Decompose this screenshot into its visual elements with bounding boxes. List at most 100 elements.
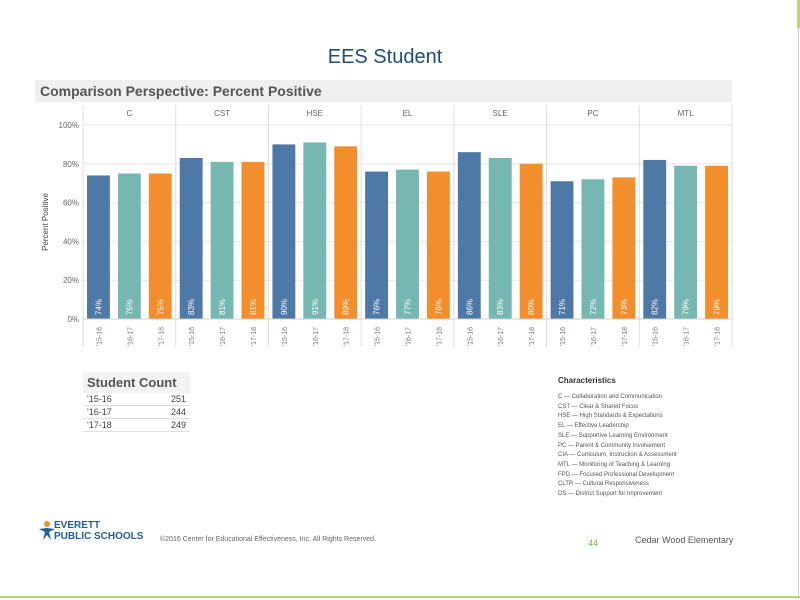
y-tick-label: 100% xyxy=(59,121,79,130)
bar xyxy=(87,175,110,319)
bar xyxy=(674,165,698,319)
bar-value-label: 73% xyxy=(620,299,629,315)
bar-value-label: 81% xyxy=(218,299,227,315)
bar xyxy=(179,157,203,319)
green-corner-accent xyxy=(797,0,800,28)
list-item: CLTR — Cultural Responsiveness xyxy=(558,481,649,488)
bar-value-label: 76% xyxy=(434,299,443,315)
x-tick-label: '15-16 xyxy=(282,327,289,346)
bar-value-label: 79% xyxy=(682,299,691,315)
x-tick-label: '15-16 xyxy=(189,327,196,346)
x-tick-label: '17-18 xyxy=(251,327,258,346)
bar xyxy=(519,163,543,319)
school-name: Cedar Wood Elementary xyxy=(635,535,734,545)
bar-value-label: 83% xyxy=(187,299,196,315)
x-tick-label: '15-16 xyxy=(653,327,660,346)
characteristics-legend: Characteristics C — Collaboration and Co… xyxy=(558,376,748,500)
bar-value-label: 79% xyxy=(713,299,722,315)
table-row: '17-18 249 xyxy=(83,419,190,432)
bar xyxy=(210,161,234,319)
list-item: PC — Parent & Community Involvement xyxy=(558,442,666,449)
bar-value-label: 81% xyxy=(249,299,258,315)
bar-value-label: 76% xyxy=(373,299,382,315)
bar-value-label: 86% xyxy=(465,299,474,315)
bar xyxy=(488,157,512,319)
x-tick-label: '16-17 xyxy=(406,327,413,346)
page-number: 44 xyxy=(588,538,599,548)
x-tick-label: '17-18 xyxy=(529,327,536,346)
table-row: '15-16 251 xyxy=(83,393,190,406)
x-tick-label: '17-18 xyxy=(715,327,722,346)
row-count: 249 xyxy=(170,420,186,430)
list-item: SLE — Supportive Learning Environment xyxy=(558,432,668,439)
y-tick-label: 40% xyxy=(63,237,79,246)
bar xyxy=(396,169,419,319)
copyright-text: ©2016 Center for Educational Effectivene… xyxy=(160,536,376,543)
row-count: 244 xyxy=(170,407,186,417)
x-tick-label: '16-17 xyxy=(220,327,227,346)
x-tick-label: '16-17 xyxy=(127,327,134,346)
list-item: CIA — Curriculum, Instruction & Assessme… xyxy=(558,452,677,459)
x-tick-label: '17-18 xyxy=(622,327,629,346)
bar-value-label: 89% xyxy=(342,299,351,315)
list-item: HSE — High Standards & Expectations xyxy=(558,413,663,420)
x-tick-label: '15-16 xyxy=(375,327,382,346)
chart-title: Comparison Perspective: Percent Positive xyxy=(40,83,322,99)
chart-panel-header: Comparison Perspective: Percent Positive xyxy=(35,80,732,102)
row-count: 251 xyxy=(170,394,186,404)
bar-value-label: 75% xyxy=(156,299,165,315)
bar-value-label: 91% xyxy=(311,299,320,315)
bar-value-label: 72% xyxy=(589,299,598,315)
bar xyxy=(581,179,605,319)
list-item: MTL — Monitoring of Teaching & Learning xyxy=(558,461,671,468)
logo-line-1: EVERETT xyxy=(54,520,101,531)
panel-label: SLE xyxy=(493,109,508,118)
x-tick-label: '15-16 xyxy=(560,327,567,346)
x-tick-label: '17-18 xyxy=(344,327,351,346)
bar-value-label: 90% xyxy=(280,299,289,315)
panel-label: CST xyxy=(214,109,230,118)
bar xyxy=(612,177,636,319)
bar-value-label: 80% xyxy=(527,299,536,315)
list-item: CST — Clear & Shared Focus xyxy=(558,403,639,410)
y-tick-label: 60% xyxy=(63,199,79,208)
bar-value-label: 71% xyxy=(558,299,567,315)
list-item: FPD — Focused Professional Development xyxy=(558,471,675,478)
bar xyxy=(550,181,574,319)
bar xyxy=(117,173,141,319)
list-item: EL — Effective Leadership xyxy=(558,423,629,430)
bar-chart: 0% 20% 40% 60% 80% 100% Percent Positive C 74% '1… xyxy=(41,105,733,347)
characteristics-title: Characteristics xyxy=(558,376,616,385)
x-tick-label: '16-17 xyxy=(684,327,691,346)
x-tick-label: '17-18 xyxy=(158,327,165,346)
panel-label: PC xyxy=(587,109,598,118)
y-tick-label: 0% xyxy=(67,315,79,324)
x-tick-label: '17-18 xyxy=(436,327,443,346)
page-title: EES Student xyxy=(327,46,443,68)
y-axis-label: Percent Positive xyxy=(41,193,50,251)
bar-value-label: 74% xyxy=(94,299,103,315)
list-item: C — Collaboration and Communication xyxy=(558,394,663,400)
x-tick-label: '16-17 xyxy=(591,327,598,346)
y-tick-label: 80% xyxy=(63,160,79,169)
student-count-rows: '15-16 251 '16-17 244 '17-18 249 xyxy=(83,393,190,432)
panel-label: MTL xyxy=(678,109,695,118)
bar xyxy=(365,171,389,319)
bar xyxy=(334,146,358,319)
person-logo-icon xyxy=(39,521,55,540)
panel-label: EL xyxy=(403,109,413,118)
y-tick-label: 20% xyxy=(63,276,79,285)
student-count-title: Student Count xyxy=(83,372,190,393)
logo-line-2: PUBLIC SCHOOLS xyxy=(54,531,144,542)
row-year: '15-16 xyxy=(87,394,112,404)
bar xyxy=(148,173,172,319)
table-row: '16-17 244 xyxy=(83,406,190,419)
footer-rule xyxy=(0,596,800,598)
bar-value-label: 82% xyxy=(651,299,660,315)
x-tick-label: '15-16 xyxy=(467,327,474,346)
student-count-table: Student Count '15-16 251 '16-17 244 '17-18 24… xyxy=(83,372,190,432)
bar-value-label: 77% xyxy=(404,299,413,315)
bar xyxy=(241,161,265,319)
bar-value-label: 75% xyxy=(125,299,134,315)
